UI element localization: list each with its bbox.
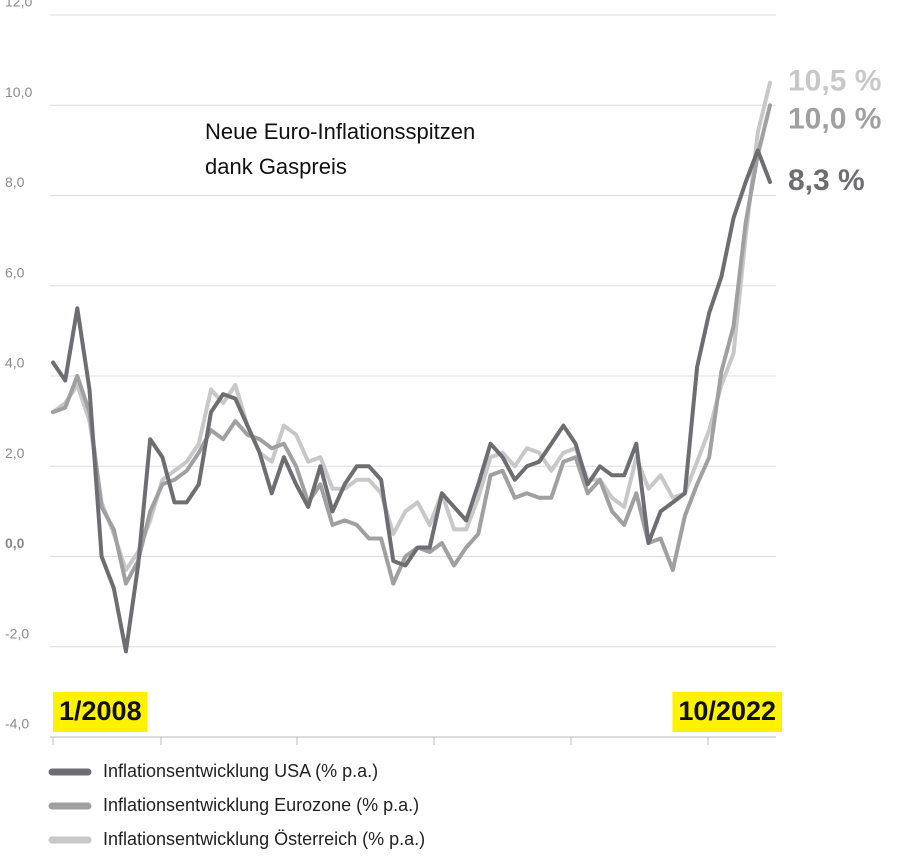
- x-tick-label: 1/2008: [59, 696, 142, 726]
- x-axis-ticks: [52, 737, 709, 745]
- label-highlight: [672, 692, 782, 732]
- x-tick-label: 10/2022: [678, 696, 776, 726]
- annotation: Neue Euro-Inflationsspitzen: [205, 119, 475, 144]
- y-tick-label: 12,0: [5, 0, 32, 10]
- y-tick-label: 6,0: [5, 264, 25, 280]
- annotation: dank Gaspreis: [205, 154, 347, 179]
- x-label-group: 1/2008: [53, 692, 148, 732]
- y-tick-label: -4,0: [5, 716, 29, 732]
- value-label: 10,0 %: [788, 103, 881, 136]
- y-tick-label: -2,0: [5, 625, 29, 641]
- y-tick-label: 2,0: [5, 445, 25, 461]
- y-tick-label: 0,0: [5, 535, 25, 551]
- x-label-group: 10/2022: [672, 692, 782, 732]
- legend-label: Inflationsentwicklung Eurozone (% p.a.): [103, 795, 419, 815]
- legend-label: Inflationsentwicklung Österreich (% p.a.…: [103, 829, 425, 849]
- series-line: [51, 148, 772, 654]
- legend-label: Inflationsentwicklung USA (% p.a.): [103, 761, 378, 781]
- y-tick-label: 4,0: [5, 355, 25, 371]
- value-label: 10,5 %: [788, 65, 881, 98]
- value-label: 8,3 %: [788, 164, 865, 197]
- y-tick-label: 10,0: [5, 84, 32, 100]
- y-tick-label: 8,0: [5, 174, 25, 190]
- series-line: [51, 80, 772, 572]
- label-highlight: [53, 692, 148, 732]
